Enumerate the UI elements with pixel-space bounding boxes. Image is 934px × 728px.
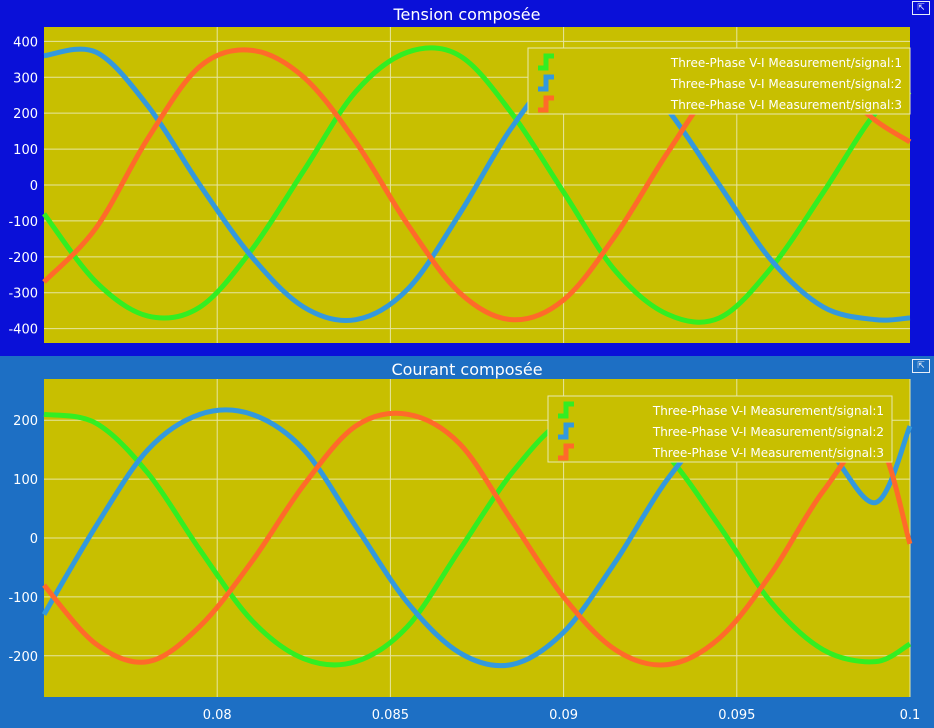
current-y-tick-label: 200 <box>13 414 38 429</box>
top-scope-title: Tension composée <box>393 5 541 24</box>
voltage-legend-label-1: Three-Phase V-I Measurement/signal:1 <box>670 56 902 70</box>
current-legend: Three-Phase V-I Measurement/signal:1 Thre… <box>547 395 893 463</box>
voltage-series-1-line <box>42 45 912 325</box>
current-legend-label-1: Three-Phase V-I Measurement/signal:1 <box>652 404 884 418</box>
voltage-y-tick-label: 100 <box>13 143 38 158</box>
current-x-tick-label: 0.085 <box>372 708 409 723</box>
current-y-tick-label: 0 <box>30 532 38 547</box>
top-scope-panel: Tension composée ⇱ -400 -300 -200 -100 0 100 2… <box>0 0 934 356</box>
current-y-tick-label: 100 <box>13 473 38 488</box>
voltage-y-tick-label: 400 <box>13 35 38 50</box>
voltage-y-tick-label: -400 <box>8 323 38 338</box>
current-x-tick-label: 0.09 <box>549 708 578 723</box>
current-x-tick-label: 0.1 <box>900 708 921 723</box>
voltage-legend-swatch-3 <box>538 95 554 113</box>
voltage-y-tick-label: -100 <box>8 215 38 230</box>
voltage-y-tick-label: -300 <box>8 287 38 302</box>
voltage-legend-label-3: Three-Phase V-I Measurement/signal:3 <box>670 98 902 112</box>
undock-icon[interactable]: ⇱ <box>912 1 930 15</box>
current-series-1-line <box>43 408 912 668</box>
voltage-chart: -400 -300 -200 -100 0 100 200 300 400 Three-Phase… <box>8 27 912 343</box>
voltage-y-tick-label: -200 <box>8 251 38 266</box>
voltage-y-tick-label: 0 <box>30 179 38 194</box>
current-x-tick-label: 0.08 <box>203 708 232 723</box>
current-series-3-line <box>42 410 913 668</box>
undock-icon[interactable]: ⇱ <box>912 359 930 373</box>
current-legend-swatch-3 <box>558 443 574 461</box>
current-legend-swatch-1 <box>558 401 574 419</box>
voltage-legend-label-2: Three-Phase V-I Measurement/signal:2 <box>670 77 902 91</box>
voltage-legend-swatch-1 <box>538 53 554 71</box>
current-legend-swatch-2 <box>558 422 574 440</box>
current-y-tick-label: -200 <box>8 650 38 665</box>
current-legend-label-2: Three-Phase V-I Measurement/signal:2 <box>652 425 884 439</box>
current-y-tick-label: -100 <box>8 591 38 606</box>
voltage-legend-box <box>527 47 911 115</box>
voltage-legend-swatch-2 <box>538 74 554 92</box>
current-chart: -200 -100 0 100 200 0.08 0.085 0.09 0.095 0.1 Thre… <box>8 379 921 723</box>
current-legend-box <box>547 395 893 463</box>
current-legend-label-3: Three-Phase V-I Measurement/signal:3 <box>652 446 884 460</box>
bottom-scope-title: Courant composée <box>391 360 543 379</box>
current-x-tick-label: 0.095 <box>718 708 755 723</box>
voltage-legend: Three-Phase V-I Measurement/signal:1 Thre… <box>527 47 911 115</box>
bottom-scope-panel: Courant composée ⇱ -200 -100 0 100 200 0.08 0.… <box>0 356 934 728</box>
voltage-y-tick-label: 300 <box>13 71 38 86</box>
voltage-y-tick-label: 200 <box>13 107 38 122</box>
voltage-series-2-line <box>43 46 911 323</box>
